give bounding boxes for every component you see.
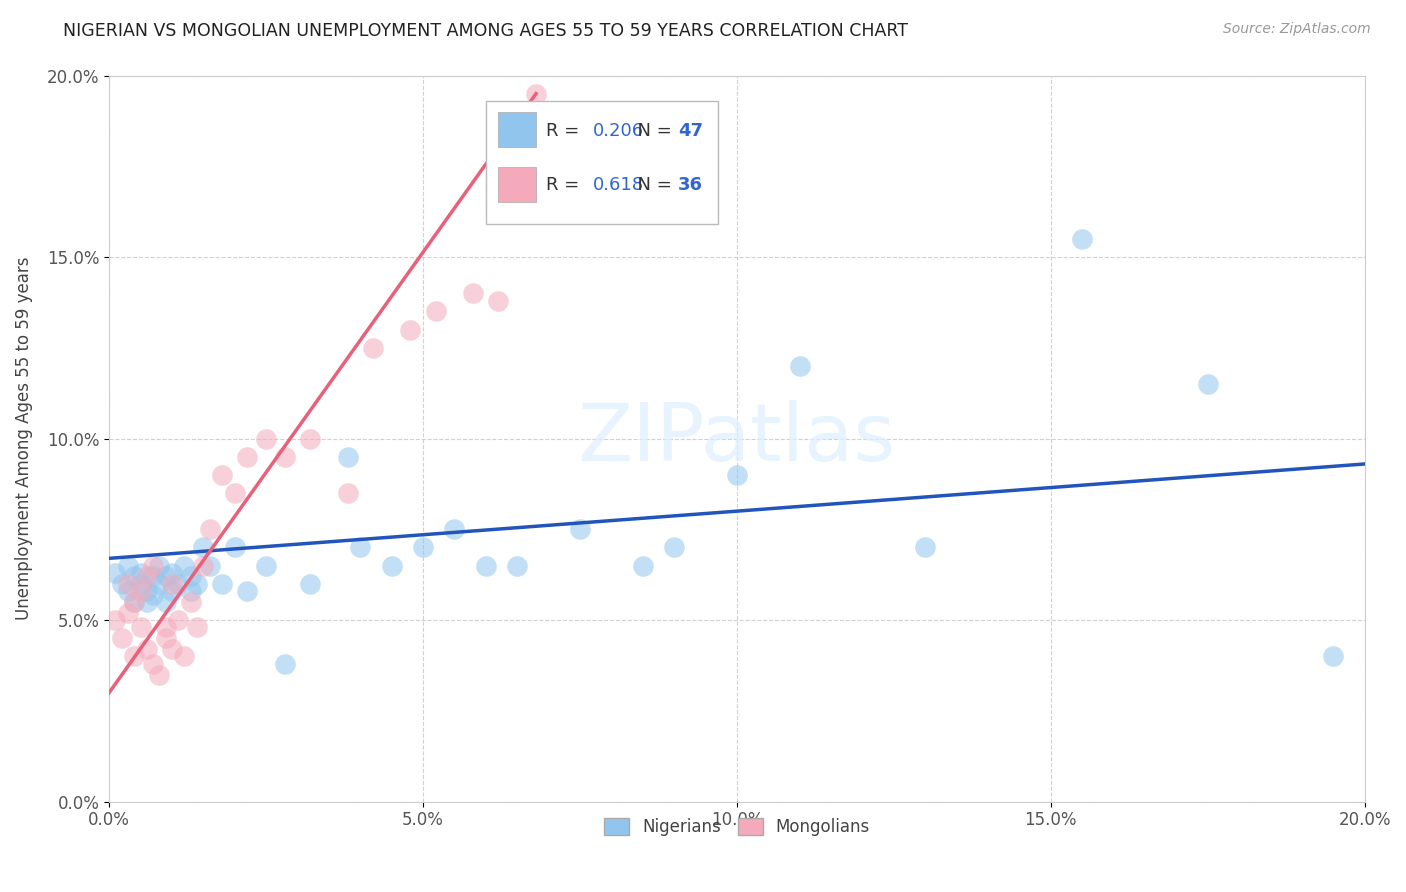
Point	[173, 649, 195, 664]
Point	[569, 522, 592, 536]
Y-axis label: Unemployment Among Ages 55 to 59 years: Unemployment Among Ages 55 to 59 years	[15, 257, 32, 620]
Point	[463, 286, 485, 301]
Point	[254, 432, 277, 446]
Point	[443, 522, 465, 536]
Point	[186, 576, 208, 591]
Text: R =: R =	[546, 122, 585, 140]
Point	[135, 569, 157, 583]
Point	[117, 606, 139, 620]
Text: N =: N =	[627, 177, 678, 194]
Point	[122, 595, 145, 609]
Point	[193, 541, 215, 555]
Point	[117, 576, 139, 591]
Point	[1071, 232, 1094, 246]
Point	[224, 486, 246, 500]
Point	[524, 87, 547, 101]
Point	[211, 576, 233, 591]
Point	[122, 595, 145, 609]
Point	[180, 584, 202, 599]
Point	[1197, 377, 1219, 392]
Point	[486, 293, 509, 308]
Point	[160, 566, 183, 580]
Point	[160, 584, 183, 599]
Point	[725, 467, 748, 482]
Point	[148, 576, 170, 591]
Point	[160, 642, 183, 657]
Point	[274, 657, 297, 671]
Text: ZIPatlas: ZIPatlas	[578, 400, 896, 477]
Point	[148, 667, 170, 681]
Point	[914, 541, 936, 555]
Point	[254, 558, 277, 573]
Point	[155, 569, 177, 583]
Point	[167, 613, 190, 627]
Point	[475, 558, 498, 573]
Text: Source: ZipAtlas.com: Source: ZipAtlas.com	[1223, 22, 1371, 37]
Point	[104, 613, 127, 627]
Text: N =: N =	[627, 122, 678, 140]
Point	[198, 558, 221, 573]
Point	[173, 558, 195, 573]
Text: R =: R =	[546, 177, 585, 194]
Text: 47: 47	[678, 122, 703, 140]
Text: NIGERIAN VS MONGOLIAN UNEMPLOYMENT AMONG AGES 55 TO 59 YEARS CORRELATION CHART: NIGERIAN VS MONGOLIAN UNEMPLOYMENT AMONG…	[63, 22, 908, 40]
Point	[336, 486, 359, 500]
Point	[117, 584, 139, 599]
Point	[129, 576, 152, 591]
Text: 0.206: 0.206	[592, 122, 644, 140]
Point	[142, 657, 165, 671]
Point	[211, 467, 233, 482]
Point	[198, 522, 221, 536]
Point	[155, 595, 177, 609]
Point	[117, 558, 139, 573]
Point	[160, 576, 183, 591]
Point	[186, 620, 208, 634]
Point	[135, 642, 157, 657]
Point	[129, 566, 152, 580]
Point	[167, 576, 190, 591]
FancyBboxPatch shape	[498, 167, 536, 202]
Point	[180, 569, 202, 583]
Point	[789, 359, 811, 373]
Point	[135, 595, 157, 609]
Point	[155, 620, 177, 634]
Point	[111, 631, 134, 645]
Point	[104, 566, 127, 580]
Point	[506, 558, 529, 573]
Point	[224, 541, 246, 555]
Point	[180, 595, 202, 609]
Point	[361, 341, 384, 355]
Point	[412, 541, 434, 555]
Point	[129, 620, 152, 634]
Legend: Nigerians, Mongolians: Nigerians, Mongolians	[595, 809, 879, 844]
Point	[274, 450, 297, 464]
FancyBboxPatch shape	[498, 112, 536, 147]
Point	[122, 649, 145, 664]
Point	[142, 588, 165, 602]
Point	[425, 304, 447, 318]
Point	[155, 631, 177, 645]
FancyBboxPatch shape	[486, 101, 718, 225]
Point	[142, 569, 165, 583]
Point	[129, 584, 152, 599]
Point	[631, 558, 654, 573]
Point	[122, 569, 145, 583]
Point	[193, 558, 215, 573]
Point	[236, 450, 259, 464]
Point	[236, 584, 259, 599]
Point	[142, 558, 165, 573]
Text: 36: 36	[678, 177, 703, 194]
Point	[336, 450, 359, 464]
Point	[349, 541, 371, 555]
Point	[381, 558, 404, 573]
Point	[298, 432, 321, 446]
Text: 0.618: 0.618	[592, 177, 644, 194]
Point	[135, 584, 157, 599]
Point	[1322, 649, 1344, 664]
Point	[298, 576, 321, 591]
Point	[111, 576, 134, 591]
Point	[662, 541, 685, 555]
Point	[148, 558, 170, 573]
Point	[399, 323, 422, 337]
